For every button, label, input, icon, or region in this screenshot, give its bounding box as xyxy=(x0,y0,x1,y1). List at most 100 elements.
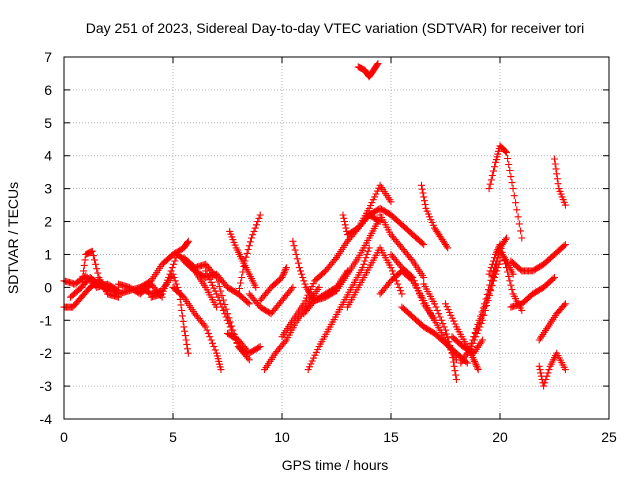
series-trace-43 xyxy=(507,241,569,275)
data-point xyxy=(248,234,255,242)
data-point xyxy=(281,338,289,346)
data-point xyxy=(206,276,214,283)
data-point xyxy=(407,255,415,263)
data-point xyxy=(237,279,245,287)
data-point xyxy=(204,329,212,337)
data-point xyxy=(170,260,178,268)
data-point xyxy=(226,323,234,331)
data-point xyxy=(218,292,226,300)
data-point xyxy=(513,206,521,214)
data-point xyxy=(502,260,509,268)
series-trace-42 xyxy=(485,142,526,242)
series-trace-16 xyxy=(226,227,260,291)
data-point xyxy=(409,274,417,281)
data-point xyxy=(209,281,216,289)
data-point xyxy=(450,317,458,325)
data-point xyxy=(214,293,222,301)
data-point xyxy=(418,297,426,304)
data-point xyxy=(420,193,428,201)
series-trace-35 xyxy=(398,303,471,367)
data-point xyxy=(331,255,339,263)
data-point xyxy=(537,369,545,377)
data-point xyxy=(448,314,456,322)
data-point xyxy=(463,349,471,357)
data-point xyxy=(486,267,494,275)
x-tick-label: 0 xyxy=(60,429,68,445)
data-point xyxy=(215,297,223,304)
data-point xyxy=(242,253,250,261)
data-point xyxy=(387,198,395,206)
y-tick-label: 2 xyxy=(44,214,52,230)
data-point xyxy=(443,330,451,338)
data-point xyxy=(475,316,483,324)
data-point xyxy=(485,185,493,193)
data-point xyxy=(280,270,287,278)
data-point xyxy=(234,290,242,298)
series-trace-29 xyxy=(376,211,428,281)
data-point xyxy=(303,294,310,302)
data-point xyxy=(245,356,253,364)
data-point xyxy=(487,264,495,272)
data-point xyxy=(505,272,513,280)
data-point xyxy=(552,165,560,173)
data-point xyxy=(363,251,371,258)
data-point xyxy=(245,300,253,308)
data-point xyxy=(442,326,449,334)
data-point xyxy=(503,148,510,156)
data-point xyxy=(512,199,520,207)
data-point xyxy=(168,264,176,272)
data-point xyxy=(80,261,88,269)
data-point xyxy=(361,257,369,265)
data-point xyxy=(504,155,512,162)
series-trace-22 xyxy=(300,267,351,318)
data-point xyxy=(202,323,210,331)
data-point xyxy=(221,310,229,318)
data-point xyxy=(439,320,447,328)
data-point xyxy=(486,281,494,289)
data-point xyxy=(78,278,86,286)
data-point xyxy=(184,238,191,246)
data-point xyxy=(514,213,522,221)
data-point xyxy=(282,265,290,273)
data-point xyxy=(502,147,509,155)
data-point xyxy=(477,312,485,320)
data-point xyxy=(207,336,215,344)
data-point xyxy=(420,274,428,281)
y-tick-label: -3 xyxy=(40,378,53,394)
data-point xyxy=(278,274,286,281)
series-trace-23 xyxy=(304,244,373,374)
data-point xyxy=(298,270,306,278)
data-point xyxy=(470,356,478,364)
data-point xyxy=(180,323,188,331)
data-point xyxy=(420,241,428,249)
data-point xyxy=(341,218,348,225)
data-point xyxy=(179,317,187,325)
data-point xyxy=(291,246,299,254)
data-point xyxy=(502,236,509,244)
data-point xyxy=(184,349,192,357)
data-point xyxy=(170,274,178,281)
data-point xyxy=(488,172,496,179)
data-point xyxy=(418,239,426,247)
data-point xyxy=(536,366,544,374)
data-point xyxy=(561,241,569,249)
data-point xyxy=(93,265,101,273)
data-point xyxy=(463,359,471,367)
data-point xyxy=(450,362,458,370)
y-tick-label: 4 xyxy=(44,148,52,164)
data-point xyxy=(473,325,481,332)
data-point xyxy=(360,260,368,268)
series-trace-10 xyxy=(169,283,225,374)
axes xyxy=(63,56,610,420)
data-point xyxy=(509,270,517,278)
data-point xyxy=(213,290,221,298)
y-tick-label: 6 xyxy=(44,82,52,98)
series-trace-14 xyxy=(224,329,264,357)
data-point xyxy=(551,155,558,163)
data-point xyxy=(443,242,451,250)
data-point xyxy=(410,277,418,285)
x-tick-label: 15 xyxy=(383,429,399,445)
data-point xyxy=(545,366,553,374)
data-point xyxy=(451,320,459,328)
